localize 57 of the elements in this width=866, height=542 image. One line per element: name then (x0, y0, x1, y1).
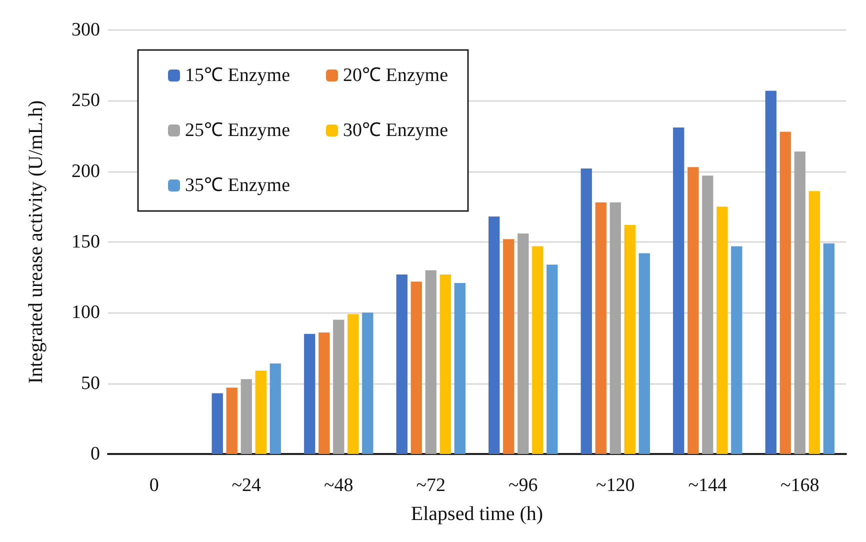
legend-label: 25℃ Enzyme (185, 120, 290, 141)
y-tick-label: 200 (72, 160, 100, 182)
bar (425, 270, 436, 454)
x-tick-label: 0 (149, 475, 159, 496)
bar (794, 152, 806, 454)
x-tick-label: ~72 (416, 475, 446, 496)
y-tick-label: 150 (72, 232, 100, 252)
bar (454, 282, 466, 454)
bar (212, 393, 223, 454)
bar (362, 312, 374, 454)
legend-label: 15℃ Enzyme (185, 65, 290, 86)
bar (610, 202, 621, 454)
bar (518, 234, 529, 454)
bar (673, 128, 684, 454)
legend-label: 35℃ Enzyme (185, 175, 290, 196)
bar (503, 239, 514, 454)
x-tick-label: ~144 (688, 475, 728, 496)
bar (716, 206, 728, 454)
bar (731, 246, 742, 454)
bar (688, 167, 699, 454)
legend-label: 30℃ Enzyme (343, 120, 448, 141)
x-tick-label: ~24 (232, 475, 262, 496)
y-tick-label: 100 (72, 302, 100, 324)
bar (318, 332, 330, 454)
bar (546, 264, 558, 454)
bar (440, 274, 451, 454)
x-tick-label: ~168 (780, 475, 820, 496)
bar (702, 176, 714, 454)
bar (823, 243, 834, 454)
y-axis-title: Integrated urease activity (U/mL.h) (25, 100, 47, 384)
bar (780, 132, 791, 454)
legend-label: 20℃ Enzyme (343, 65, 448, 86)
bar (765, 90, 776, 454)
bar (410, 282, 422, 454)
bar (240, 379, 252, 454)
y-tick-label: 50 (81, 372, 100, 394)
y-tick-label: 250 (72, 90, 100, 112)
x-tick-label: ~48 (324, 475, 354, 496)
y-tick-label: 0 (90, 444, 100, 464)
x-tick-label: ~120 (596, 475, 635, 496)
bar (333, 320, 344, 454)
y-tick-label: 300 (72, 20, 100, 40)
bar (532, 246, 544, 454)
bar (808, 191, 820, 454)
bar (595, 202, 606, 454)
bar (348, 314, 359, 454)
x-tick-label: ~96 (508, 475, 538, 496)
bar (638, 253, 650, 454)
bar (580, 168, 592, 454)
bar (488, 216, 500, 454)
bar (255, 370, 266, 454)
x-axis-title: Elapsed time (h) (410, 503, 544, 525)
bar (304, 334, 316, 454)
bar (624, 225, 636, 454)
bar (270, 364, 281, 454)
bar (226, 388, 238, 454)
bar (396, 274, 408, 454)
